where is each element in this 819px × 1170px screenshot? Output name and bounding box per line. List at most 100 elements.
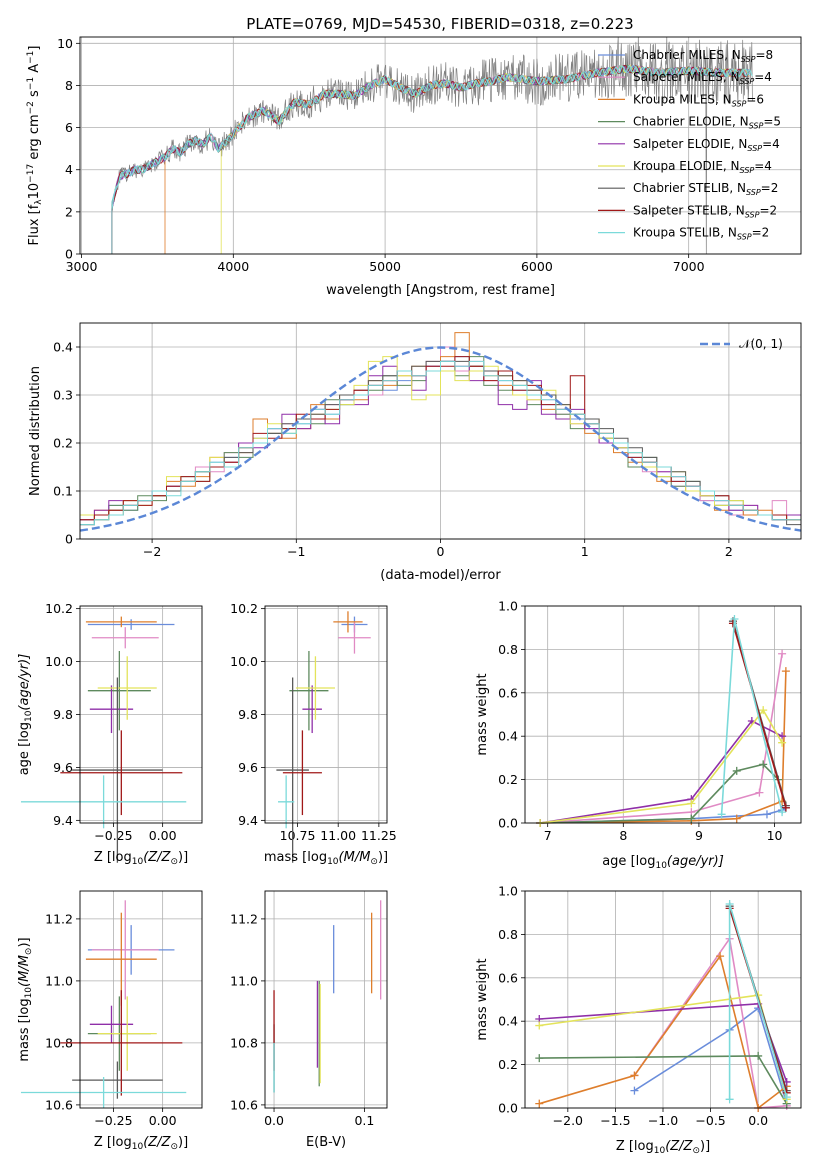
y-axis-label: Flux [fλ10−17 erg cm−2 s−1 A−1] <box>26 46 44 246</box>
y-tick-label: 10.0 <box>230 654 258 669</box>
y-tick-label: 9.8 <box>238 707 258 722</box>
x-tick-label: −2 <box>143 544 161 559</box>
x-tick-label: 11.25 <box>361 828 397 843</box>
y-tick-label: 9.6 <box>53 760 73 775</box>
legend-label: Salpeter MILES, NSSP=4 <box>633 70 772 86</box>
x-tick-label: 0.1 <box>354 1113 374 1128</box>
point-marker <box>730 615 739 624</box>
point-marker <box>725 900 734 909</box>
point-marker <box>778 808 787 817</box>
x-tick-label: 7000 <box>673 259 705 274</box>
mass-weight-line <box>539 719 783 824</box>
x-axis-label: E(B-V) <box>306 1135 346 1150</box>
point-marker <box>781 667 790 676</box>
axes-frame <box>264 605 388 824</box>
point-marker <box>716 952 725 961</box>
x-axis-label: age [log10(age/yr)] <box>602 854 724 871</box>
model-fit-line <box>111 65 750 254</box>
y-axis-label: mass [log10(M/M⊙)] <box>17 937 34 1061</box>
point-marker <box>630 1086 639 1095</box>
x-tick-label: 0.00 <box>149 1113 177 1128</box>
legend-label: Salpeter STELIB, NSSP=2 <box>633 203 777 219</box>
axes-frame <box>79 322 802 540</box>
residuals-axes: −2 −1 0 1 2 0 0.1 0.2 0.3 0.4 <box>53 323 801 559</box>
y-tick-label: 0.0 <box>498 1101 518 1116</box>
point-marker <box>759 706 768 715</box>
y-tick-label: 11.0 <box>45 973 73 988</box>
x-axis-label: Z [log10(Z/Z⊙)] <box>616 1139 710 1156</box>
x-tick-label: 4000 <box>217 259 249 274</box>
axes-frame <box>524 605 802 824</box>
point-marker <box>762 810 771 819</box>
x-tick-label: −1.5 <box>600 1113 630 1128</box>
mass-weight-line <box>720 618 783 815</box>
spectrum-data-line <box>111 37 753 254</box>
x-tick-label: 2 <box>725 544 733 559</box>
y-tick-label: 0.2 <box>498 1057 518 1072</box>
point-marker <box>732 814 741 823</box>
x-tick-label: 0 <box>437 544 445 559</box>
x-axis-label: Z [log10(Z/Z⊙)] <box>94 850 188 867</box>
y-tick-label: 10 <box>57 36 73 51</box>
point-marker <box>717 810 726 819</box>
y-axis-label: mass weight <box>475 958 490 1040</box>
point-marker <box>781 803 790 812</box>
mass_Z-axes: −0.25 0.00 10.6 10.8 11.0 11.2 <box>45 891 202 1128</box>
x-tick-label: −1.0 <box>648 1113 678 1128</box>
point-marker <box>755 788 764 797</box>
point-marker <box>759 760 768 769</box>
x-tick-label: −0.25 <box>94 828 132 843</box>
x-axis-label: mass [log10(M/M⊙)] <box>264 850 388 867</box>
y-axis-label: mass weight <box>475 673 490 755</box>
legend-label: Kroupa ELODIE, NSSP=4 <box>633 159 772 175</box>
mass-weight-line <box>633 936 787 1109</box>
x-tick-label: 6000 <box>521 259 553 274</box>
x-tick-label: 5000 <box>369 259 401 274</box>
y-tick-label: 1.0 <box>498 599 518 614</box>
point-marker <box>535 1099 544 1108</box>
y-tick-label: 0.4 <box>498 1014 518 1029</box>
x-tick-label: −2.0 <box>553 1113 583 1128</box>
y-tick-label: 1.0 <box>498 884 518 899</box>
y-tick-label: 0.1 <box>53 484 73 499</box>
x-tick-label: 0.0 <box>748 1113 768 1128</box>
y-tick-label: 8 <box>65 78 73 93</box>
point-marker <box>687 799 696 808</box>
legend-label: Kroupa STELIB, NSSP=2 <box>633 226 769 242</box>
y-tick-label: 0.8 <box>498 927 518 942</box>
axes-frame <box>79 605 203 824</box>
axes-frame <box>264 890 388 1109</box>
axes-frame <box>524 890 802 1109</box>
y-tick-label: 6 <box>65 120 73 135</box>
gaussian-curve <box>80 346 801 532</box>
y-axis-label: Normed distribution <box>28 366 43 496</box>
y-tick-label: 10.6 <box>230 1097 258 1112</box>
y-tick-label: 9.8 <box>53 707 73 722</box>
y-tick-label: 10.2 <box>230 601 258 616</box>
y-tick-label: 0.4 <box>498 729 518 744</box>
y-tick-label: 0.2 <box>498 772 518 787</box>
axes-frame <box>79 890 203 1109</box>
y-tick-label: 10.8 <box>230 1035 258 1050</box>
mass-weight-line <box>539 708 783 824</box>
legend-label: 𝒩(0, 1) <box>739 337 783 351</box>
y-tick-label: 11.2 <box>230 911 258 926</box>
x-tick-label: −1 <box>287 544 305 559</box>
mass-weight-line <box>732 623 787 809</box>
x-axis-label: Z [log10(Z/Z⊙)] <box>94 1135 188 1152</box>
mass_ebv-axes: 0.0 0.1 10.6 10.8 11.0 11.2 <box>230 891 387 1128</box>
point-marker <box>687 814 696 823</box>
age_mass-axes: 10.75 11.00 11.25 9.4 9.6 9.8 10.0 10.2 <box>230 601 397 843</box>
histogram-series <box>80 360 801 526</box>
model-fit-line <box>111 64 753 209</box>
legend-label: Kroupa MILES, NSSP=6 <box>633 92 764 108</box>
x-tick-label: 8 <box>619 828 627 843</box>
x-tick-label: 10 <box>767 828 783 843</box>
y-tick-label: 9.6 <box>238 760 258 775</box>
x-axis-label: (data-model)/error <box>380 568 501 583</box>
y-tick-label: 0.8 <box>498 642 518 657</box>
y-tick-label: 9.4 <box>238 813 258 828</box>
x-tick-label: 7 <box>544 828 552 843</box>
axes-frame <box>79 36 802 255</box>
